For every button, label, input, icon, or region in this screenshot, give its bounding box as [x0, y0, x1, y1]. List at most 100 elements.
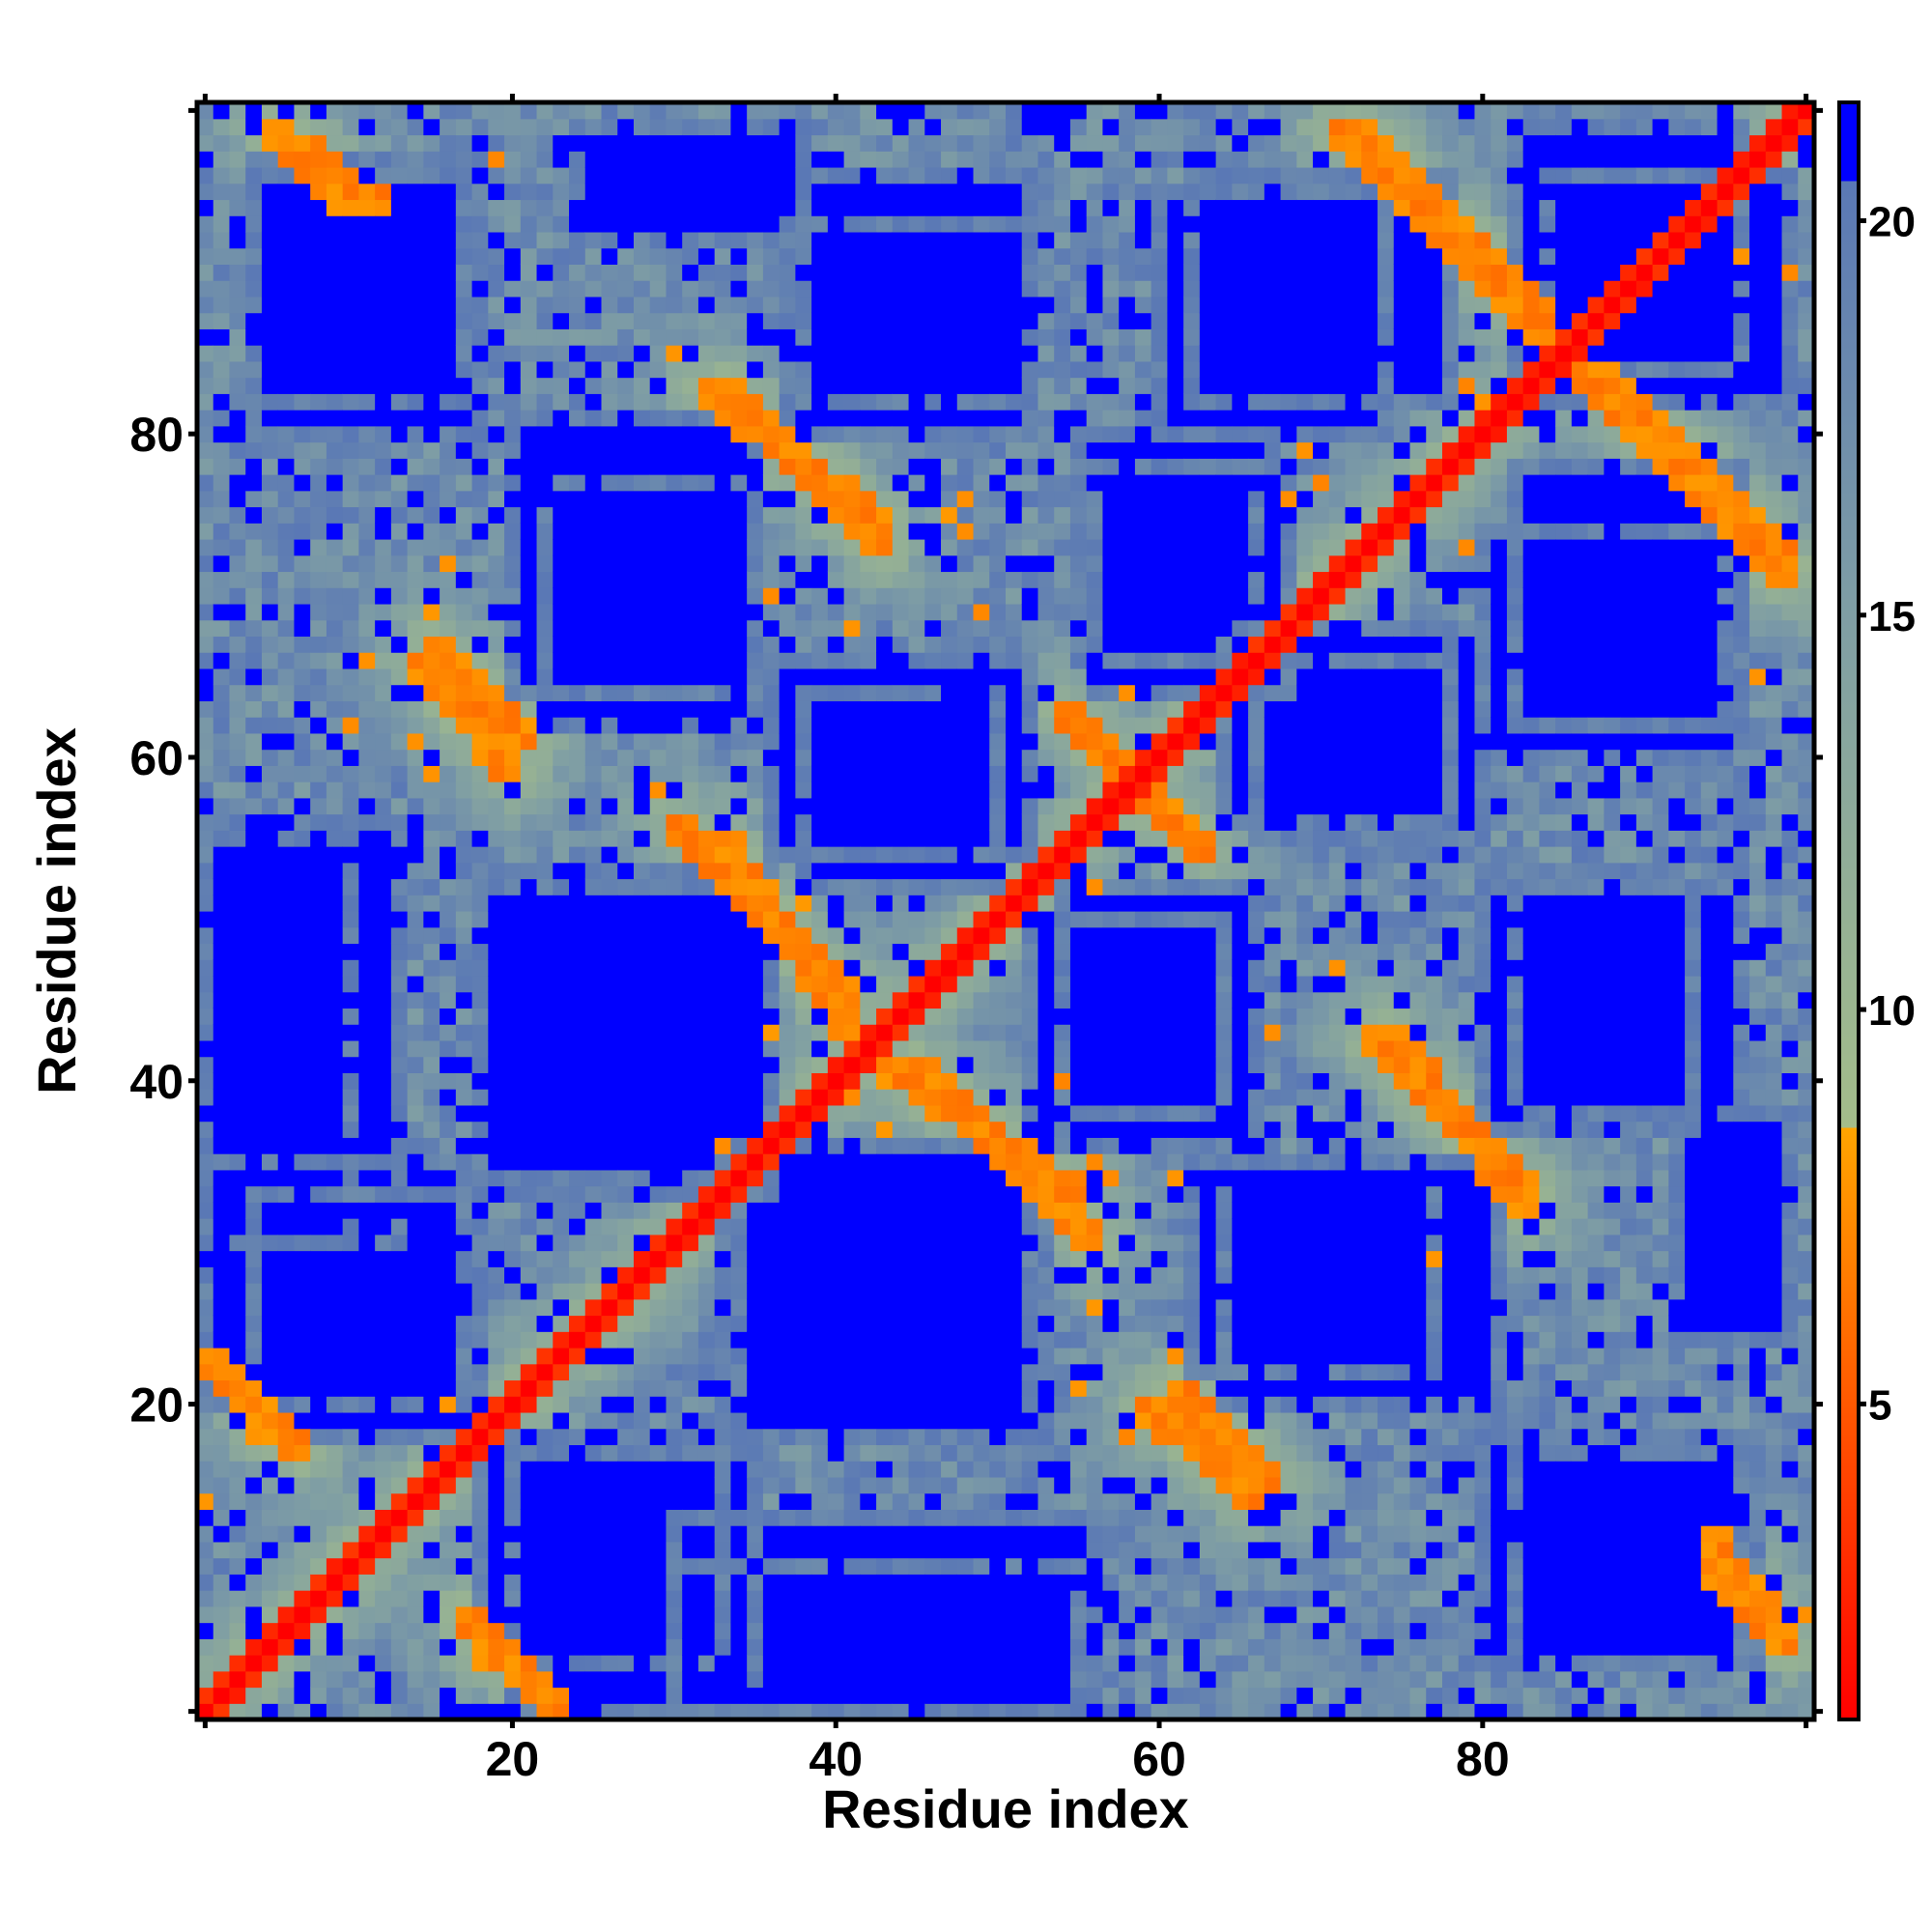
heatmap-cell — [310, 878, 327, 895]
heatmap-cell — [488, 652, 505, 669]
heatmap-cell — [843, 1039, 861, 1058]
heatmap-cell — [326, 1218, 344, 1236]
heatmap-cell — [213, 1703, 231, 1720]
heatmap-cell — [504, 1476, 522, 1494]
heatmap-cell — [827, 1315, 845, 1332]
heatmap-cell — [633, 360, 651, 379]
heatmap-cell — [213, 749, 231, 766]
heatmap-cell — [876, 1089, 894, 1106]
heatmap-cell — [697, 1202, 716, 1219]
heatmap-cell — [989, 393, 1007, 411]
heatmap-cell — [584, 474, 603, 492]
heatmap-cell — [827, 393, 845, 411]
heatmap-cell — [407, 506, 424, 524]
heatmap-cell — [843, 765, 861, 782]
heatmap-cell — [714, 862, 732, 880]
heatmap-cell — [973, 1461, 990, 1478]
heatmap-cell — [908, 1331, 925, 1349]
heatmap-cell — [666, 571, 683, 588]
heatmap-cell — [908, 1266, 925, 1284]
heatmap-cell — [455, 280, 473, 298]
heatmap-cell — [261, 959, 279, 977]
heatmap-cell — [229, 1137, 246, 1154]
heatmap-cell — [504, 1574, 522, 1591]
heatmap-cell — [617, 926, 635, 945]
heatmap-cell — [682, 1461, 699, 1478]
heatmap-cell — [682, 1024, 699, 1041]
heatmap-cell — [569, 895, 586, 912]
heatmap-cell — [197, 1266, 214, 1284]
heatmap-cell — [633, 991, 651, 1009]
heatmap-cell — [682, 1622, 699, 1639]
heatmap-cell — [197, 118, 214, 136]
heatmap-cell — [569, 619, 586, 638]
heatmap-cell — [440, 1590, 457, 1607]
heatmap-cell — [229, 959, 246, 977]
heatmap-cell — [440, 247, 457, 265]
heatmap-cell — [326, 926, 344, 945]
heatmap-cell — [294, 1379, 311, 1397]
heatmap-cell — [326, 878, 344, 895]
heatmap-cell — [536, 554, 554, 573]
heatmap-cell — [908, 700, 925, 718]
heatmap-cell — [197, 717, 214, 734]
heatmap-cell — [375, 1266, 392, 1284]
heatmap-cell — [747, 1411, 764, 1430]
heatmap-cell — [440, 1557, 457, 1575]
heatmap-cell — [358, 668, 376, 686]
heatmap-cell — [375, 441, 392, 459]
heatmap-cell — [553, 926, 570, 945]
heatmap-cell — [261, 571, 279, 588]
heatmap-cell — [488, 183, 505, 201]
heatmap-cell — [471, 1590, 489, 1607]
heatmap-cell — [697, 765, 716, 782]
heatmap-cell — [261, 199, 279, 216]
heatmap-cell — [229, 1039, 246, 1058]
heatmap-cell — [989, 1218, 1007, 1236]
heatmap-cell — [245, 1331, 263, 1349]
heatmap-cell — [277, 1541, 296, 1559]
heatmap-cell — [520, 1234, 538, 1252]
heatmap-cell — [197, 895, 214, 912]
heatmap-cell — [375, 1525, 392, 1543]
heatmap-cell — [358, 1153, 376, 1171]
heatmap-cell — [843, 264, 861, 281]
heatmap-cell — [682, 1444, 699, 1462]
heatmap-cell — [633, 425, 651, 443]
heatmap-cell — [811, 1492, 829, 1510]
heatmap-cell — [407, 264, 424, 281]
heatmap-cell — [440, 328, 457, 346]
heatmap-cell — [375, 1234, 392, 1252]
heatmap-cell — [649, 1476, 668, 1494]
heatmap-cell — [730, 1008, 748, 1025]
heatmap-cell — [973, 830, 990, 847]
heatmap-cell — [471, 1283, 489, 1300]
heatmap-cell — [358, 1039, 376, 1058]
heatmap-cell — [553, 1541, 570, 1559]
heatmap-cell — [358, 490, 376, 508]
heatmap-cell — [197, 1379, 214, 1397]
heatmap-cell — [229, 312, 246, 329]
heatmap-cell — [876, 1072, 894, 1090]
heatmap-cell — [375, 878, 392, 895]
heatmap-cell — [601, 1056, 618, 1073]
heatmap-cell — [277, 490, 296, 508]
heatmap-cell — [666, 458, 683, 475]
heatmap-cell — [553, 360, 570, 379]
heatmap-cell — [455, 183, 473, 201]
heatmap-cell — [941, 231, 958, 249]
heatmap-cell — [342, 247, 359, 265]
heatmap-cell — [989, 1670, 1007, 1689]
heatmap-cell — [973, 846, 990, 864]
heatmap-cell — [714, 1121, 732, 1138]
heatmap-cell — [440, 1670, 457, 1689]
heatmap-cell — [358, 425, 376, 443]
heatmap-cell — [601, 199, 618, 216]
heatmap-cell — [892, 231, 910, 249]
heatmap-cell — [390, 1428, 409, 1446]
heatmap-cell — [553, 1137, 570, 1154]
heatmap-cell — [553, 166, 570, 185]
heatmap-cell — [584, 377, 603, 394]
heatmap-cell — [536, 765, 554, 782]
heatmap-cell — [407, 636, 424, 653]
